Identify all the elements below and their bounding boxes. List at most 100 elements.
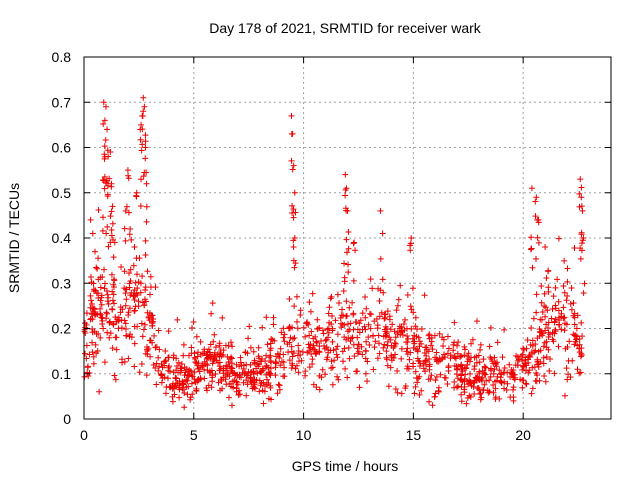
data-point: [561, 257, 568, 264]
data-point: [313, 384, 320, 391]
data-point: [278, 329, 285, 336]
data-point: [105, 243, 112, 250]
data-point: [108, 208, 115, 215]
data-point: [123, 332, 130, 339]
data-point: [529, 364, 536, 371]
data-point: [477, 396, 484, 403]
data-point: [520, 345, 527, 352]
data-point: [383, 356, 390, 363]
data-point: [440, 351, 447, 358]
data-point: [561, 392, 568, 399]
data-point: [174, 363, 181, 370]
data-point: [533, 370, 540, 377]
data-point: [542, 304, 549, 311]
data-point: [504, 380, 511, 387]
data-point: [571, 244, 578, 251]
data-point: [418, 387, 425, 394]
data-point: [100, 99, 107, 106]
data-point: [275, 381, 282, 388]
data-point: [580, 235, 587, 241]
data-point: [444, 333, 451, 340]
x-tick-label: 10: [296, 427, 312, 443]
data-point: [313, 338, 320, 345]
data-point: [209, 378, 216, 385]
data-point: [490, 370, 497, 377]
data-point: [145, 313, 152, 320]
data-point: [426, 356, 433, 363]
data-point: [392, 351, 399, 358]
data-point: [376, 313, 383, 320]
data-point: [127, 225, 134, 232]
data-point: [501, 326, 508, 333]
data-point: [115, 314, 122, 321]
data-point: [127, 278, 134, 285]
data-point: [113, 346, 120, 353]
data-point: [236, 363, 243, 370]
data-point: [176, 384, 183, 391]
data-point: [367, 325, 374, 332]
data-point: [437, 371, 444, 378]
data-point: [263, 314, 270, 321]
data-point: [345, 245, 352, 252]
data-point: [346, 304, 353, 311]
data-point: [134, 291, 141, 298]
data-point: [306, 364, 313, 371]
data-point: [223, 381, 230, 388]
data-point: [356, 320, 363, 327]
data-point: [125, 355, 132, 362]
data-point: [418, 340, 425, 347]
data-point: [169, 382, 176, 389]
data-point: [265, 380, 272, 387]
data-point: [87, 273, 94, 280]
data-point: [98, 301, 105, 308]
data-point: [100, 325, 107, 332]
data-point: [233, 378, 240, 385]
data-point: [341, 345, 348, 352]
data-point: [225, 394, 232, 401]
data-point: [218, 378, 225, 385]
data-point: [123, 326, 130, 333]
data-point: [290, 244, 297, 251]
data-point: [362, 347, 369, 354]
data-point: [82, 330, 89, 337]
data-point: [393, 307, 400, 314]
data-point: [137, 126, 144, 133]
data-point: [547, 355, 554, 362]
data-point: [520, 363, 527, 370]
data-point: [101, 359, 108, 366]
data-point: [147, 337, 154, 344]
data-point: [328, 293, 335, 300]
data-point: [545, 346, 552, 353]
data-point: [416, 391, 423, 398]
data-point: [281, 338, 288, 345]
data-point: [89, 304, 96, 311]
data-point: [362, 370, 369, 377]
data-point: [291, 303, 298, 310]
data-point: [574, 366, 581, 373]
data-point: [387, 364, 394, 371]
data-point: [404, 332, 411, 339]
data-point: [563, 321, 570, 328]
data-point: [187, 394, 194, 401]
data-point: [97, 297, 104, 304]
data-point: [543, 338, 550, 345]
data-point: [354, 345, 361, 352]
data-point: [164, 375, 171, 382]
data-point: [350, 277, 357, 284]
data-point: [191, 369, 198, 376]
data-point: [350, 240, 357, 247]
data-point: [320, 330, 327, 337]
data-point: [564, 278, 571, 285]
data-point: [411, 390, 418, 397]
data-point: [344, 328, 351, 335]
data-point: [528, 324, 535, 331]
data-point: [182, 369, 189, 376]
data-point: [91, 328, 98, 335]
data-point: [128, 334, 135, 341]
data-point: [188, 325, 195, 332]
data-point: [383, 348, 390, 355]
data-point: [310, 342, 317, 349]
data-point: [522, 354, 529, 361]
x-tick-label: 0: [80, 427, 88, 443]
data-point: [220, 367, 227, 374]
